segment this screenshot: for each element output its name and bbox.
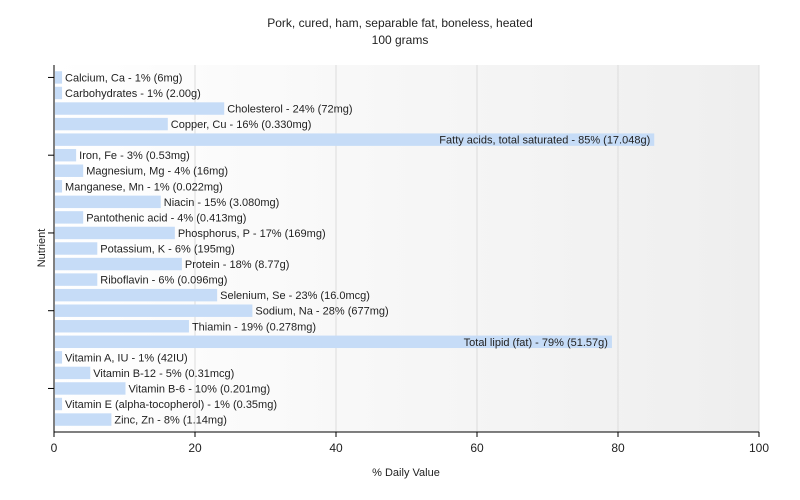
bar bbox=[55, 257, 182, 271]
bar-label: Calcium, Ca - 1% (6mg) bbox=[65, 72, 182, 84]
x-tick-label: 40 bbox=[329, 441, 343, 455]
bar bbox=[55, 288, 218, 302]
x-tick-label: 80 bbox=[611, 441, 625, 455]
bar-label: Pantothenic acid - 4% (0.413mg) bbox=[86, 212, 246, 224]
bar bbox=[55, 226, 175, 240]
bar-label: Potassium, K - 6% (195mg) bbox=[100, 244, 235, 256]
bar-label: Zinc, Zn - 8% (1.14mg) bbox=[114, 415, 226, 427]
bar bbox=[55, 366, 91, 380]
bar bbox=[55, 71, 63, 84]
x-tick-label: 20 bbox=[188, 441, 202, 455]
bar bbox=[55, 117, 168, 131]
bar-label: Vitamin E (alpha-tocopherol) - 1% (0.35m… bbox=[65, 399, 277, 411]
bar bbox=[55, 102, 225, 115]
bar bbox=[55, 351, 63, 364]
bar-label: Iron, Fe - 3% (0.53mg) bbox=[79, 150, 190, 162]
bar-label: Sodium, Na - 28% (677mg) bbox=[255, 306, 388, 318]
bar bbox=[55, 273, 98, 286]
bar-label: Riboflavin - 6% (0.096mg) bbox=[100, 275, 227, 287]
bar bbox=[55, 148, 77, 162]
bar bbox=[55, 335, 612, 349]
bar-label: Magnesium, Mg - 4% (16mg) bbox=[86, 166, 228, 178]
x-axis-label: % Daily Value bbox=[372, 467, 440, 479]
bar bbox=[55, 211, 84, 224]
bar bbox=[55, 86, 63, 100]
x-tick-labels: 0 20 40 60 80 100 bbox=[51, 441, 770, 455]
bar-label: Vitamin A, IU - 1% (42IU) bbox=[65, 352, 188, 364]
gridlines bbox=[194, 65, 760, 432]
bar bbox=[55, 242, 98, 255]
bar-label: Protein - 18% (8.77g) bbox=[185, 259, 290, 271]
bar bbox=[55, 320, 189, 333]
x-tick-label: 100 bbox=[749, 441, 769, 455]
bar-label: Vitamin B-6 - 10% (0.201mg) bbox=[129, 383, 271, 395]
bar-label: Copper, Cu - 16% (0.330mg) bbox=[171, 119, 312, 131]
bar-label: Fatty acids, total saturated - 85% (17.0… bbox=[439, 135, 650, 147]
x-tick-label: 0 bbox=[51, 441, 58, 455]
bar-label: Total lipid (fat) - 79% (51.57g) bbox=[464, 337, 608, 349]
chart-title: Pork, cured, ham, separable fat, boneles… bbox=[267, 16, 533, 30]
axes bbox=[48, 65, 760, 437]
bar bbox=[55, 413, 112, 426]
bar-label: Manganese, Mn - 1% (0.022mg) bbox=[65, 181, 223, 193]
bar-label: Carbohydrates - 1% (2.00g) bbox=[65, 88, 201, 100]
bar-label: Niacin - 15% (3.080mg) bbox=[164, 197, 280, 209]
chart-subtitle: 100 grams bbox=[372, 33, 429, 47]
bar bbox=[55, 382, 126, 395]
bar bbox=[55, 195, 161, 209]
bar bbox=[55, 397, 63, 411]
bar-label: Cholesterol - 24% (72mg) bbox=[227, 104, 352, 116]
bar bbox=[55, 164, 84, 177]
x-tick-label: 60 bbox=[470, 441, 484, 455]
bar-label: Vitamin B-12 - 5% (0.31mcg) bbox=[93, 368, 234, 380]
bar-label: Phosphorus, P - 17% (169mg) bbox=[178, 228, 326, 240]
bar-label: Thiamin - 19% (0.278mg) bbox=[192, 321, 316, 333]
plot-area bbox=[54, 65, 759, 432]
bar bbox=[55, 180, 63, 193]
bars: Calcium, Ca - 1% (6mg) Carbohydrates - 1%… bbox=[55, 71, 655, 427]
y-axis-label: Nutrient bbox=[36, 229, 48, 268]
bar bbox=[55, 133, 655, 146]
bar bbox=[55, 304, 253, 317]
bar-label: Selenium, Se - 23% (16.0mcg) bbox=[220, 290, 370, 302]
